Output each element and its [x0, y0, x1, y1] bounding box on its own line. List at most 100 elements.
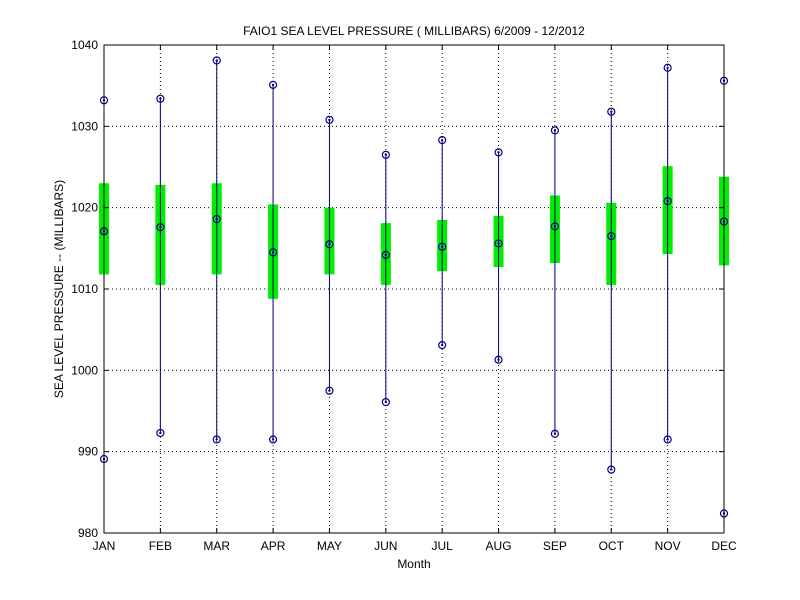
mean-marker-ring: [550, 222, 560, 231]
max-marker-ring: [156, 94, 165, 103]
mean-marker: [663, 197, 672, 206]
mean-marker: [438, 242, 447, 251]
chart-title: FAIO1 SEA LEVEL PRESSURE ( MILLIBARS) 6/…: [243, 24, 585, 38]
y-axis-ticks: 980 990 1000 1010 1020 1030 1040: [71, 38, 724, 540]
mean-marker-dot: [384, 253, 388, 257]
min-marker-dot: [271, 438, 275, 441]
min-marker-ring: [381, 397, 390, 407]
x-tick-label: OCT: [599, 539, 625, 553]
max-marker-ring: [550, 126, 560, 135]
max-marker-ring: [325, 115, 334, 124]
mean-marker-dot: [553, 225, 557, 228]
max-marker-dot: [497, 151, 500, 154]
min-marker-dot: [553, 432, 557, 435]
min-marker: [156, 428, 165, 438]
min-marker: [381, 397, 390, 407]
mean-marker: [381, 250, 390, 259]
min-marker: [663, 435, 672, 444]
min-marker-dot: [159, 431, 162, 435]
max-marker: [156, 94, 165, 103]
x-tick-label: AUG: [486, 539, 512, 553]
max-marker-ring: [607, 107, 616, 116]
mean-marker-dot: [440, 245, 444, 248]
mean-marker: [325, 240, 334, 249]
min-marker-ring: [156, 428, 165, 438]
mean-marker-dot: [271, 251, 275, 254]
min-marker: [212, 435, 221, 444]
min-marker-ring: [325, 386, 334, 395]
min-marker: [325, 386, 334, 395]
max-marker: [494, 148, 503, 157]
y-tick-label: 1030: [71, 119, 98, 133]
mean-marker: [212, 214, 221, 224]
max-marker-dot: [666, 66, 669, 69]
x-axis-ticks: JAN FEB MAR APR MAY JUN JUL AUG SEP OCT NOV DEC: [93, 45, 737, 553]
min-marker-ring: [494, 355, 503, 364]
max-marker-ring: [381, 150, 390, 159]
mean-marker: [156, 223, 165, 232]
min-marker-dot: [497, 358, 500, 361]
box-feb: [155, 98, 166, 433]
min-marker-ring: [663, 435, 672, 444]
box-sep: [549, 130, 560, 434]
mean-marker-ring: [381, 250, 390, 259]
y-tick-label: 1010: [71, 282, 98, 296]
mean-marker-dot: [497, 242, 500, 245]
y-tick-label: 1000: [71, 363, 98, 377]
max-marker-ring: [663, 63, 672, 72]
x-axis-label: Month: [397, 557, 430, 571]
min-marker-dot: [215, 438, 218, 441]
min-marker-dot: [440, 343, 444, 347]
max-marker-ring: [494, 148, 503, 157]
min-marker-ring: [607, 465, 616, 474]
max-marker-dot: [271, 83, 275, 87]
mean-marker-dot: [610, 234, 613, 238]
mean-marker-ring: [212, 214, 221, 224]
max-marker-dot: [215, 59, 218, 62]
max-marker: [438, 136, 447, 145]
min-marker: [550, 429, 560, 438]
min-marker-dot: [666, 438, 669, 441]
min-marker-dot: [384, 400, 388, 404]
max-marker-dot: [440, 138, 444, 142]
mean-marker-dot: [159, 225, 162, 229]
min-marker-ring: [438, 341, 447, 350]
x-tick-label: JUL: [432, 539, 454, 553]
max-marker: [325, 115, 334, 124]
mean-marker: [268, 248, 278, 257]
min-marker: [438, 341, 447, 350]
min-marker: [494, 355, 503, 364]
mean-marker-ring: [663, 197, 672, 206]
max-marker-dot: [384, 153, 388, 156]
x-tick-label: MAR: [203, 539, 230, 553]
max-marker: [607, 107, 616, 116]
x-tick-label: JAN: [93, 539, 116, 553]
min-marker-dot: [610, 468, 613, 471]
mean-marker-ring: [268, 248, 278, 257]
mean-marker-ring: [438, 242, 447, 251]
max-marker: [550, 126, 560, 135]
min-marker: [607, 465, 616, 474]
y-tick-label: 1020: [71, 201, 98, 215]
min-marker-ring: [212, 435, 221, 444]
y-tick-label: 980: [78, 526, 98, 540]
x-tick-label: MAY: [317, 539, 342, 553]
y-tick-label: 990: [78, 445, 98, 459]
y-tick-label: 1040: [71, 38, 98, 52]
min-marker-ring: [550, 429, 560, 438]
box-nov: [662, 67, 673, 440]
max-marker-ring: [438, 136, 447, 145]
max-marker-dot: [328, 118, 331, 122]
box-oct: [606, 111, 617, 470]
mean-marker: [494, 239, 503, 248]
mean-marker-ring: [494, 239, 503, 248]
x-tick-label: SEP: [543, 539, 567, 553]
x-tick-label: DEC: [711, 539, 737, 553]
min-marker: [268, 435, 278, 444]
max-marker-dot: [159, 97, 162, 100]
min-marker-dot: [328, 389, 331, 392]
box-mar: [211, 60, 222, 440]
max-marker: [381, 150, 390, 159]
max-marker-ring: [268, 80, 278, 89]
